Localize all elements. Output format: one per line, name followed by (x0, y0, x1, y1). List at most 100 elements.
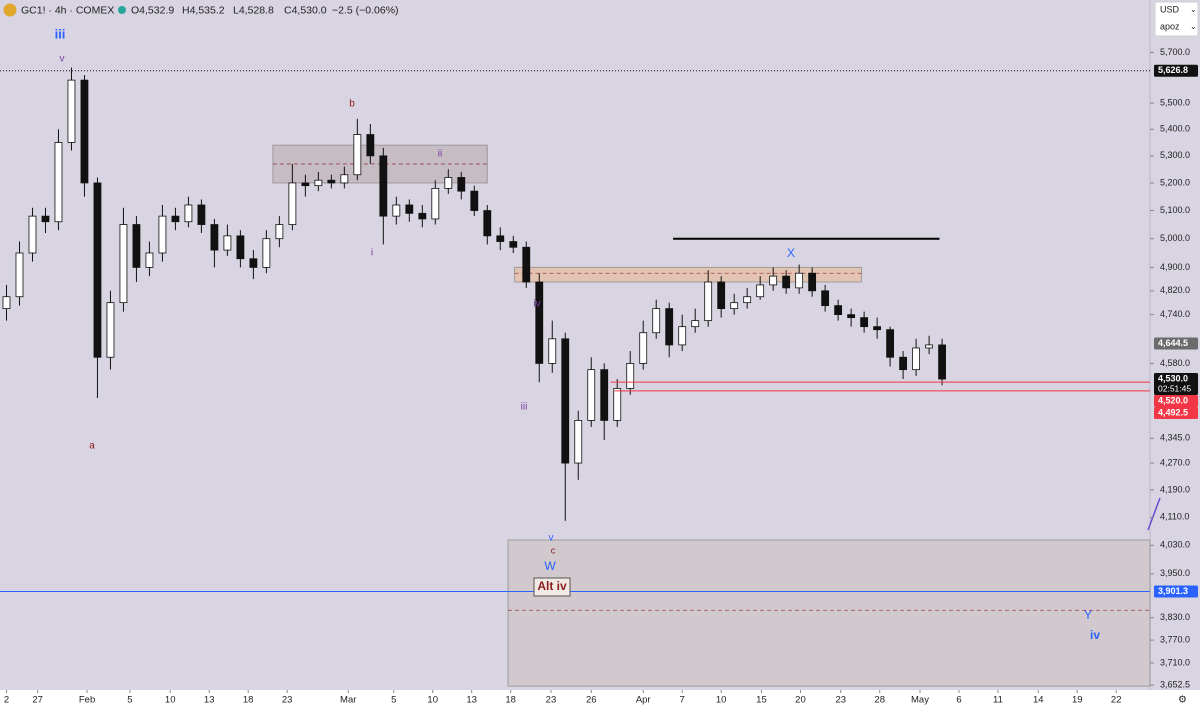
wave-label: iv (533, 299, 540, 310)
y-tick-label: 3,830.0 (1160, 612, 1190, 622)
candle-body (288, 182, 297, 225)
price-tag (1154, 337, 1198, 350)
candle-body (145, 252, 154, 268)
x-tick-label: 26 (586, 695, 597, 706)
candle-body (600, 369, 609, 421)
y-tick-label: 5,400.0 (1160, 124, 1190, 134)
y-tick-label: 4,740.0 (1160, 309, 1190, 319)
candle-body (743, 296, 752, 304)
candle-body (366, 134, 375, 157)
wave-label: W (544, 559, 556, 573)
candle-body (873, 326, 882, 331)
price-tag-label: 3,901.3 (1158, 586, 1188, 596)
candle-body (704, 281, 713, 322)
wave-label: Alt iv (537, 579, 567, 593)
candle-body (444, 177, 453, 189)
x-tick-label: Mar (340, 695, 356, 706)
ohlc-change: −2.5 (−0.06%) (332, 4, 399, 16)
candle-body (938, 344, 946, 380)
candle-body (80, 79, 89, 184)
dropdown-arrow[interactable]: ⌄ (1190, 22, 1197, 31)
candle-body (678, 326, 687, 346)
candle-body (353, 134, 362, 176)
candle-body (379, 155, 388, 217)
x-tick-label: 13 (204, 695, 215, 706)
y-tick-label: 4,900.0 (1160, 262, 1190, 272)
candle-body (717, 281, 726, 310)
candle-body (756, 284, 765, 298)
x-tick-label: 18 (505, 695, 516, 706)
candle-body (561, 338, 570, 464)
candle-body (197, 204, 206, 225)
candle-body (171, 215, 180, 223)
y-tick-label: 5,300.0 (1160, 150, 1190, 160)
y-tick-label: 3,652.5 (1160, 680, 1190, 690)
annotation-box (533, 577, 571, 597)
market-status (118, 6, 126, 14)
candle-body (405, 204, 414, 214)
y-tick-label: 4,820.0 (1160, 285, 1190, 295)
settings-icon[interactable]: ⚙ (1178, 695, 1187, 706)
candle-body (210, 224, 219, 251)
header: GC1! · 4h · COMEX O4,532.9 H4,535.2 L4,5… (0, 0, 399, 20)
x-tick-label: 10 (165, 695, 176, 706)
top-right-controls: USD ⌄ apoz ⌄ (1154, 1, 1199, 37)
candle-body (184, 204, 193, 223)
candle-body (119, 224, 128, 304)
symbol[interactable]: GC1! · 4h · COMEX (21, 4, 114, 16)
y-tick-label: 3,950.0 (1160, 568, 1190, 578)
wave-label: b (349, 99, 355, 110)
x-tick-label: 2 (4, 695, 9, 706)
candle-body (327, 179, 336, 184)
candle-body (522, 246, 531, 283)
candle-body (54, 142, 63, 223)
wave-label: iii (55, 26, 66, 41)
user-button[interactable]: apoz (1160, 21, 1180, 31)
candle-body (106, 302, 115, 358)
y-tick-label: 5,700.0 (1160, 47, 1190, 57)
y-tick-label: 5,100.0 (1160, 205, 1190, 215)
price-tag-label: 5,626.8 (1158, 65, 1188, 75)
candle-body (925, 344, 933, 349)
y-tick-label: 5,000.0 (1160, 233, 1190, 243)
x-tick-label: 10 (716, 695, 727, 706)
symbol-icon[interactable] (3, 3, 17, 17)
candle-body (808, 272, 817, 292)
candle-body (834, 305, 843, 316)
candle-body (2, 296, 11, 310)
candle-body (782, 275, 791, 289)
y-tick-label: 3,770.0 (1160, 634, 1190, 644)
candle-body (509, 241, 518, 248)
x-tick-label: 23 (546, 695, 557, 706)
price-tag-label: 4,492.5 (1158, 407, 1188, 417)
candle-body (470, 190, 479, 211)
candle-body (249, 258, 258, 268)
zone-box (507, 539, 1151, 687)
y-tick-label: 5,500.0 (1160, 98, 1190, 108)
x-tick-label: 5 (127, 695, 132, 706)
drawing-line (1147, 497, 1161, 531)
currency-button[interactable]: USD (1160, 4, 1180, 14)
y-tick-label: 4,270.0 (1160, 457, 1190, 467)
price-tag-label: 4,520.0 (1158, 395, 1188, 405)
ohlc-close: C4,530.0 (284, 4, 327, 16)
x-tick-label: Feb (79, 695, 95, 706)
candle-body (340, 174, 349, 184)
x-tick-label: 23 (835, 695, 846, 706)
candle-body (223, 235, 232, 251)
x-tick-label: 13 (466, 695, 477, 706)
candle-body (613, 388, 622, 421)
candle-body (821, 290, 830, 307)
wave-label: iii (521, 402, 528, 413)
candle-body (301, 182, 310, 187)
dropdown-arrow[interactable]: ⌄ (1190, 5, 1197, 14)
x-tick-label: 14 (1033, 695, 1044, 706)
price-tag (1154, 395, 1198, 408)
y-tick-label: 4,580.0 (1160, 358, 1190, 368)
plot-background (0, 0, 1200, 690)
wave-label: Y (1084, 608, 1092, 622)
x-tick-label: 5 (391, 695, 396, 706)
candle-body (236, 235, 245, 260)
candle-body (886, 329, 895, 358)
